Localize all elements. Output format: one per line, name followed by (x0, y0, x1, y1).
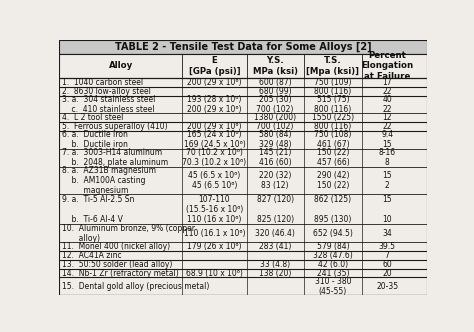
Text: 205 (30)
700 (102): 205 (30) 700 (102) (256, 95, 294, 114)
Bar (59, 78, 427, 87)
Text: 193 (28 x 10⁶)
200 (29 x 10⁶): 193 (28 x 10⁶) 200 (29 x 10⁶) (187, 95, 242, 114)
Text: 9. a.  Ti-5 Al-2.5 Sn

    b.  Ti-6 Al-4 V: 9. a. Ti-5 Al-2.5 Sn b. Ti-6 Al-4 V (62, 195, 135, 224)
Text: 827 (120)

825 (120): 827 (120) 825 (120) (256, 195, 293, 224)
Text: 138 (20): 138 (20) (259, 269, 291, 278)
Bar (59, 251, 427, 260)
Text: 34: 34 (382, 229, 392, 238)
Text: 15
2: 15 2 (383, 171, 392, 190)
Text: 17: 17 (383, 78, 392, 87)
Text: 145 (21)
416 (60): 145 (21) 416 (60) (259, 148, 292, 167)
Text: 165 (24 x 10⁶)
169 (24.5 x 10⁶): 165 (24 x 10⁶) 169 (24.5 x 10⁶) (183, 130, 246, 149)
Bar (59, 149, 427, 167)
Text: 328 (47.6): 328 (47.6) (313, 251, 353, 260)
Text: 39.5: 39.5 (379, 242, 396, 251)
Text: 750 (108)
461 (67): 750 (108) 461 (67) (314, 130, 352, 149)
Text: 750 (109): 750 (109) (314, 78, 352, 87)
Bar (59, 96, 427, 113)
Text: 22: 22 (383, 122, 392, 131)
Bar (59, 122, 427, 131)
Text: 6. a.  Ductile iron
    b.  Ductile iron: 6. a. Ductile iron b. Ductile iron (62, 130, 128, 149)
Text: 8-16
8: 8-16 8 (379, 148, 396, 167)
Text: 20: 20 (383, 269, 392, 278)
Text: 8. a.  AZ31B magnesium
    b.  AM100A casting
         magnesium: 8. a. AZ31B magnesium b. AM100A casting … (62, 166, 156, 195)
Text: 700 (102): 700 (102) (256, 122, 294, 131)
Text: 20-35: 20-35 (376, 282, 398, 291)
Text: 7: 7 (385, 251, 390, 260)
Text: 107-110
(15.5-16 x 10⁶)
110 (16 x 10⁶): 107-110 (15.5-16 x 10⁶) 110 (16 x 10⁶) (186, 195, 243, 224)
Text: 283 (41): 283 (41) (259, 242, 291, 251)
Text: 2.  8630 low-alloy steel: 2. 8630 low-alloy steel (62, 87, 151, 96)
Text: 200 (29 x 10⁶): 200 (29 x 10⁶) (187, 78, 242, 87)
Bar (59, 131, 427, 149)
Text: 862 (125)

895 (130): 862 (125) 895 (130) (314, 195, 352, 224)
Text: 580 (84)
329 (48): 580 (84) 329 (48) (259, 130, 292, 149)
Text: 7. a.  3003-H14 aluminum
    b.  2048, plate aluminum: 7. a. 3003-H14 aluminum b. 2048, plate a… (62, 148, 168, 167)
Bar (59, 195, 427, 224)
Text: 10.  Aluminum bronze, 9% (copper
       alloy): 10. Aluminum bronze, 9% (copper alloy) (62, 224, 195, 243)
Text: 42 (6.0): 42 (6.0) (318, 260, 348, 269)
Text: 13.  50:50 solder (lead alloy): 13. 50:50 solder (lead alloy) (62, 260, 173, 269)
Text: 110 (16.1 x 10⁶): 110 (16.1 x 10⁶) (184, 229, 245, 238)
Text: 15.  Dental gold alloy (precious metal): 15. Dental gold alloy (precious metal) (62, 282, 210, 291)
Text: 12.  AC41A zinc: 12. AC41A zinc (62, 251, 122, 260)
Text: Alloy: Alloy (109, 61, 133, 70)
Bar (59, 278, 427, 295)
Text: 220 (32)
83 (12): 220 (32) 83 (12) (259, 171, 291, 190)
Bar (59, 113, 427, 122)
Bar (59, 242, 427, 251)
Bar (59, 167, 427, 195)
Text: 290 (42)
150 (22): 290 (42) 150 (22) (317, 171, 349, 190)
Text: 70 (10.2 x 10⁶)
70.3 (10.2 x 10⁶): 70 (10.2 x 10⁶) 70.3 (10.2 x 10⁶) (182, 148, 246, 167)
Text: 652 (94.5): 652 (94.5) (313, 229, 353, 238)
Text: 515 (75)
800 (116): 515 (75) 800 (116) (314, 95, 352, 114)
Text: 179 (26 x 10⁶): 179 (26 x 10⁶) (187, 242, 242, 251)
Text: Y.S.
MPa (ksi): Y.S. MPa (ksi) (253, 56, 298, 75)
Text: 241 (35): 241 (35) (317, 269, 349, 278)
Text: 5.  Ferrous superalloy (410): 5. Ferrous superalloy (410) (62, 122, 168, 131)
Text: 11.  Monel 400 (nickel alloy): 11. Monel 400 (nickel alloy) (62, 242, 170, 251)
Text: 33 (4.8): 33 (4.8) (260, 260, 290, 269)
Text: 680 (99): 680 (99) (259, 87, 292, 96)
Text: 45 (6.5 x 10⁶)
45 (6.5 10⁶): 45 (6.5 x 10⁶) 45 (6.5 10⁶) (188, 171, 241, 190)
Text: 60: 60 (382, 260, 392, 269)
Text: 9.4
15: 9.4 15 (381, 130, 393, 149)
Bar (59, 260, 427, 269)
Text: 3. a.  304 stainless steel
    c.  410 stainless steel: 3. a. 304 stainless steel c. 410 stainle… (62, 95, 155, 114)
Text: 320 (46.4): 320 (46.4) (255, 229, 295, 238)
Text: 40
22: 40 22 (382, 95, 392, 114)
Text: 1380 (200): 1380 (200) (254, 113, 296, 122)
Text: T.S.
[Mpa (ksi)]: T.S. [Mpa (ksi)] (306, 56, 359, 75)
Text: 22: 22 (383, 87, 392, 96)
Text: 68.9 (10 x 10⁶): 68.9 (10 x 10⁶) (186, 269, 243, 278)
Bar (59, 224, 427, 242)
Bar (59, 269, 427, 278)
Text: 310 - 380
(45-55): 310 - 380 (45-55) (315, 277, 351, 296)
Text: 600 (87): 600 (87) (259, 78, 292, 87)
Text: E
[GPa (psi)]: E [GPa (psi)] (189, 56, 240, 75)
Text: 1550 (225): 1550 (225) (312, 113, 354, 122)
Text: Percent
Elongation
at Failure: Percent Elongation at Failure (361, 51, 413, 81)
Text: 150 (22)
457 (66): 150 (22) 457 (66) (317, 148, 349, 167)
Text: 200 (29 x 10⁶): 200 (29 x 10⁶) (187, 122, 242, 131)
Bar (59, 87, 427, 96)
Text: TABLE 2 - Tensile Test Data for Some Alloys [2]: TABLE 2 - Tensile Test Data for Some All… (115, 42, 371, 52)
Text: 15

10: 15 10 (383, 195, 392, 224)
Text: 4.  L 2 tool steel: 4. L 2 tool steel (62, 113, 124, 122)
Text: 800 (116): 800 (116) (314, 122, 352, 131)
Text: 1.  1040 carbon steel: 1. 1040 carbon steel (62, 78, 143, 87)
Text: 800 (116): 800 (116) (314, 87, 352, 96)
Bar (59, 40, 427, 54)
Text: 14.  Nb-1 Zr (refractory metal): 14. Nb-1 Zr (refractory metal) (62, 269, 179, 278)
Text: 12: 12 (383, 113, 392, 122)
Bar (59, 54, 427, 78)
Text: 579 (84): 579 (84) (317, 242, 349, 251)
